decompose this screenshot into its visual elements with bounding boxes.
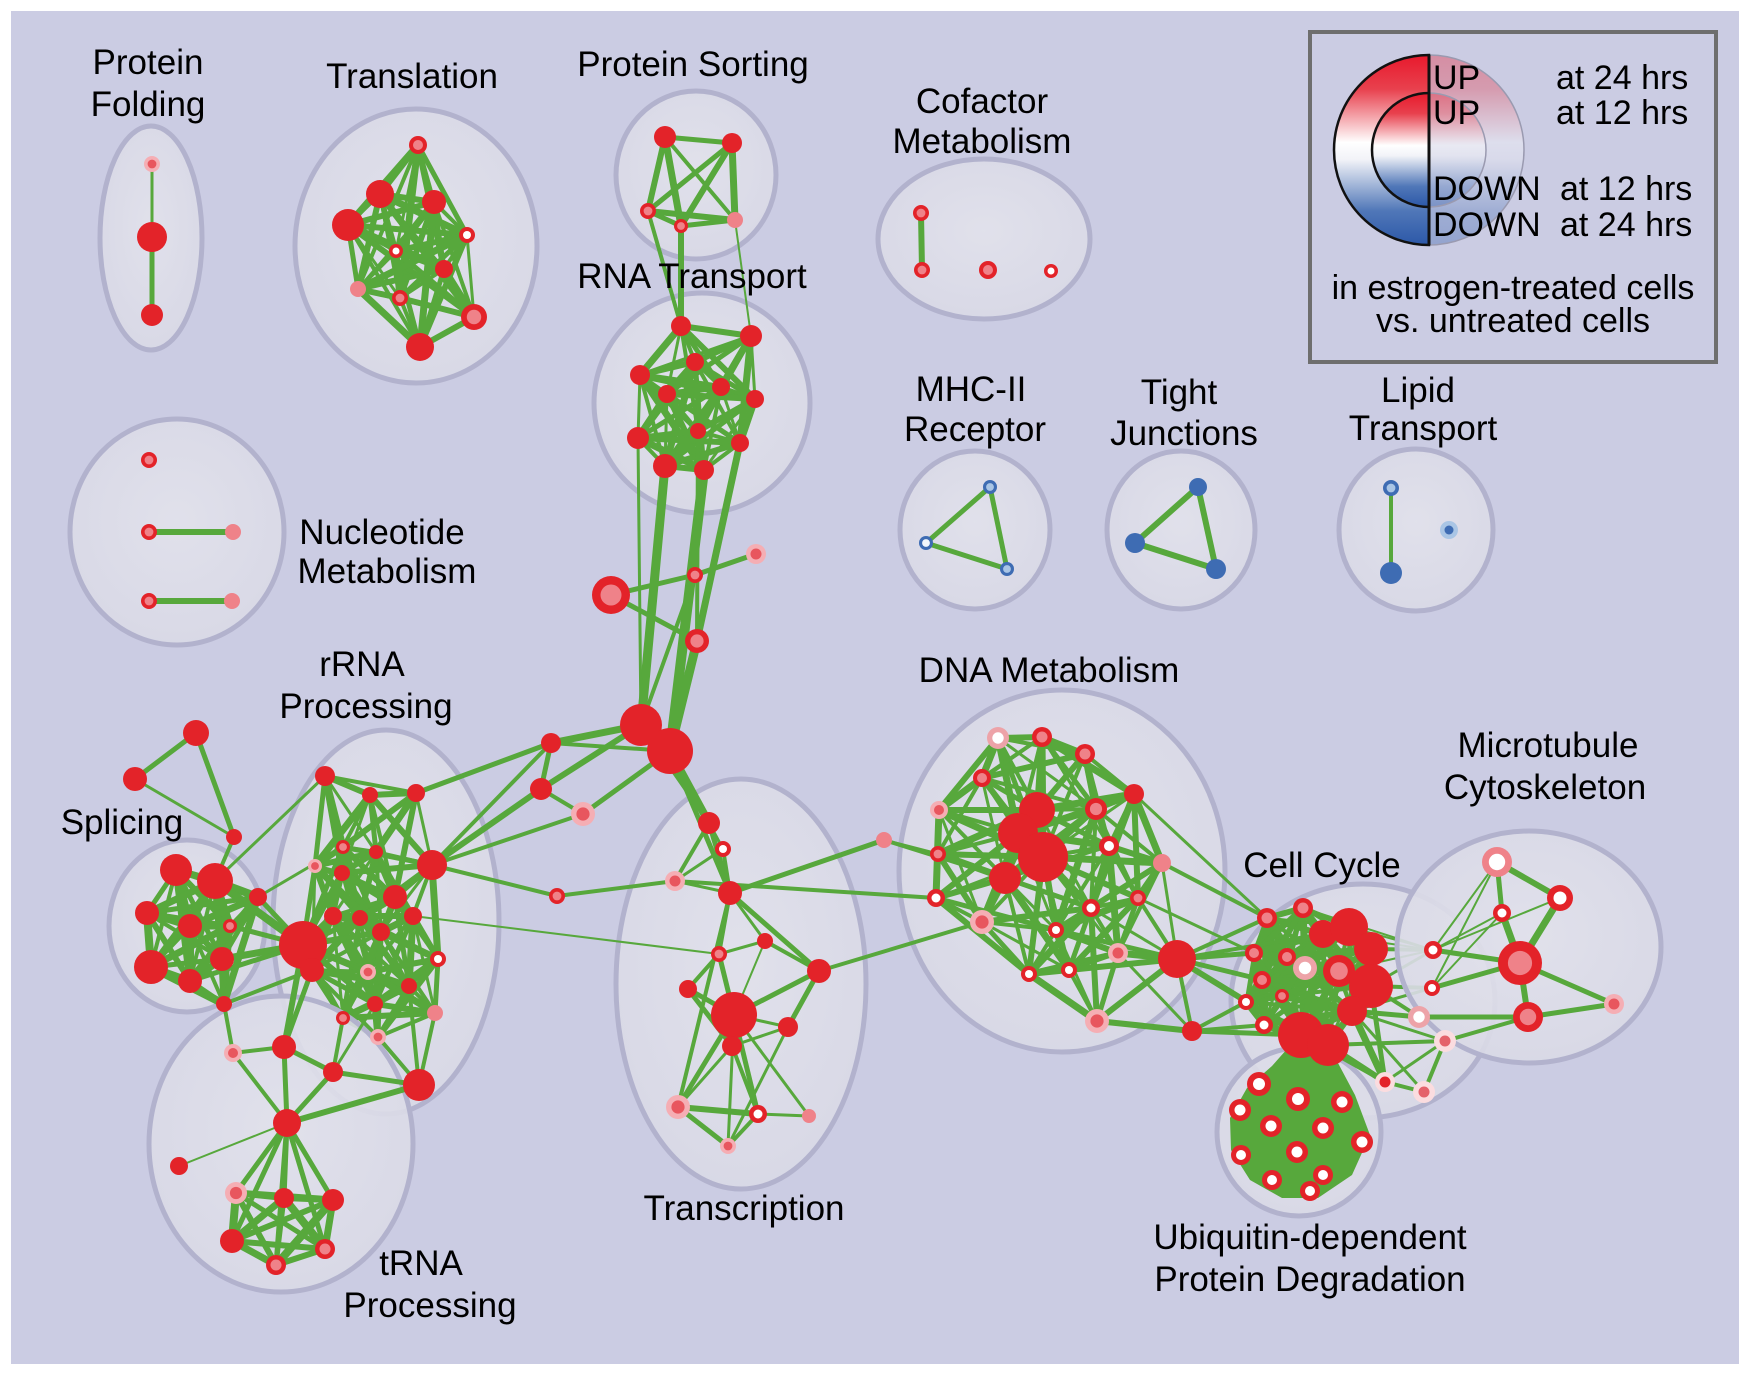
svg-text:tRNA: tRNA [379, 1244, 463, 1283]
svg-text:Protein: Protein [93, 43, 204, 82]
svg-text:Splicing: Splicing [61, 803, 184, 842]
svg-text:vs. untreated cells: vs. untreated cells [1376, 302, 1650, 340]
svg-text:Cell Cycle: Cell Cycle [1243, 846, 1401, 885]
svg-text:Processing: Processing [279, 687, 452, 726]
svg-text:at 24 hrs: at 24 hrs [1560, 206, 1692, 244]
svg-text:Junctions: Junctions [1110, 414, 1258, 453]
svg-text:UP: UP [1433, 94, 1480, 132]
svg-text:Processing: Processing [343, 1286, 516, 1325]
svg-text:Transport: Transport [1349, 409, 1498, 448]
svg-text:DOWN: DOWN [1433, 170, 1541, 208]
svg-text:at 12 hrs: at 12 hrs [1560, 170, 1692, 208]
svg-text:at 24 hrs: at 24 hrs [1556, 59, 1688, 97]
svg-text:UP: UP [1433, 59, 1480, 97]
svg-text:Transcription: Transcription [644, 1189, 845, 1228]
svg-text:MHC-II: MHC-II [916, 370, 1027, 409]
svg-text:Translation: Translation [326, 57, 498, 96]
svg-text:RNA Transport: RNA Transport [577, 257, 807, 296]
svg-text:rRNA: rRNA [319, 645, 405, 684]
svg-text:at 12 hrs: at 12 hrs [1556, 94, 1688, 132]
svg-text:Folding: Folding [91, 85, 206, 124]
svg-text:Cofactor: Cofactor [916, 82, 1049, 121]
svg-text:Ubiquitin-dependent: Ubiquitin-dependent [1153, 1218, 1467, 1257]
svg-text:Nucleotide: Nucleotide [299, 513, 464, 552]
svg-text:Microtubule: Microtubule [1458, 726, 1639, 765]
svg-text:Metabolism: Metabolism [893, 122, 1072, 161]
svg-text:Lipid: Lipid [1381, 371, 1455, 410]
svg-text:Protein Sorting: Protein Sorting [577, 45, 809, 84]
svg-text:Tight: Tight [1141, 373, 1218, 412]
svg-text:Receptor: Receptor [904, 410, 1046, 449]
svg-text:Cytoskeleton: Cytoskeleton [1444, 768, 1646, 807]
svg-text:in estrogen-treated cells: in estrogen-treated cells [1332, 269, 1695, 307]
svg-text:DNA Metabolism: DNA Metabolism [919, 651, 1180, 690]
svg-text:Metabolism: Metabolism [298, 552, 477, 591]
svg-text:Protein Degradation: Protein Degradation [1154, 1260, 1465, 1299]
svg-text:DOWN: DOWN [1433, 206, 1541, 244]
